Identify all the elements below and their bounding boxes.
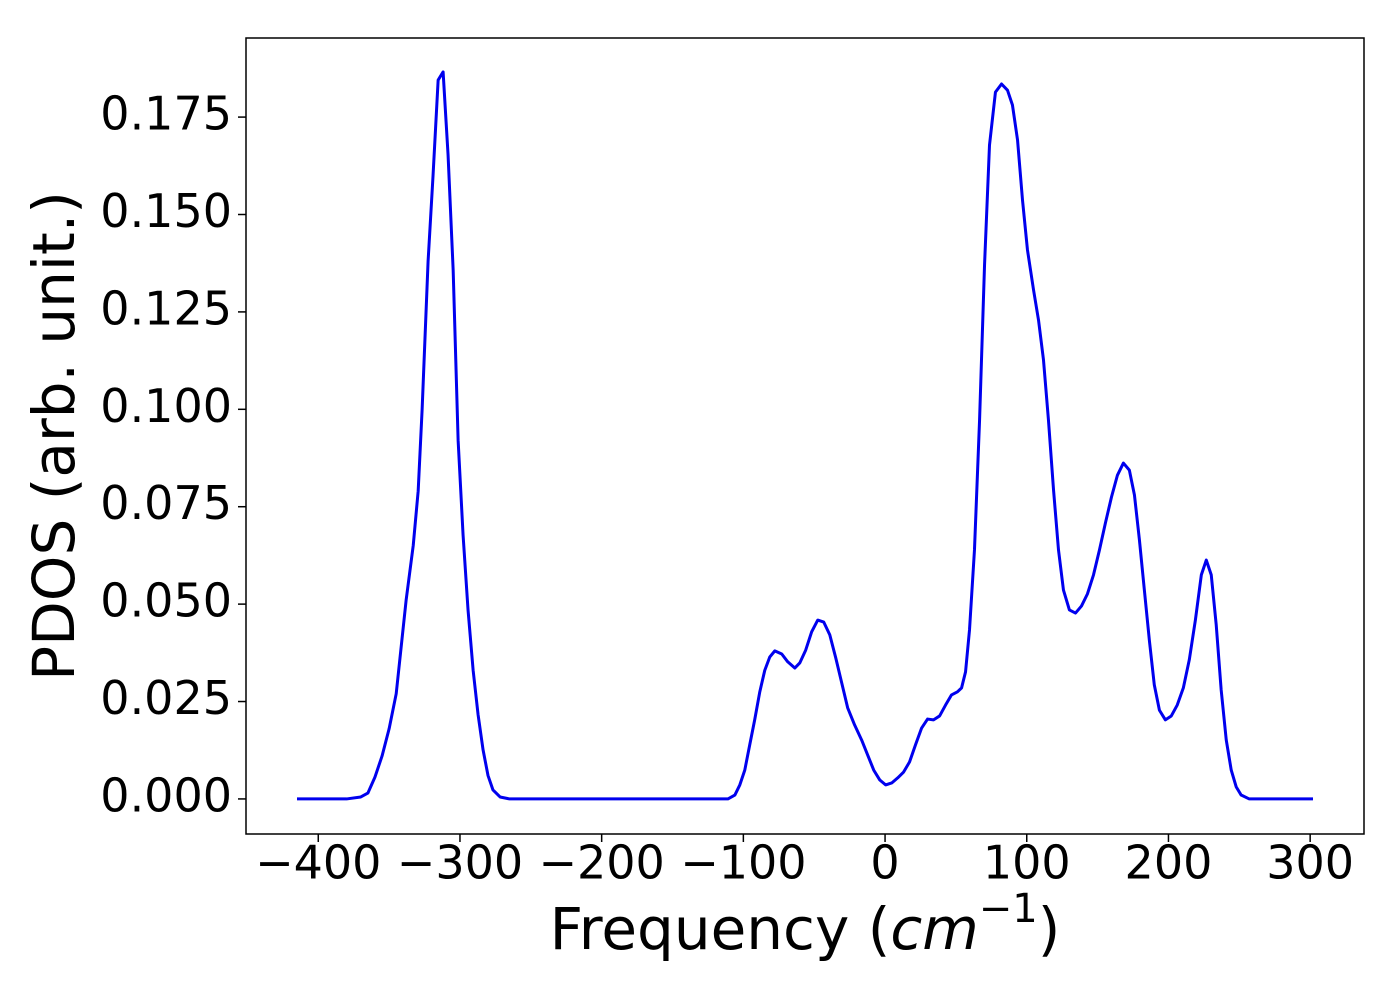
- y-tick-label: 0.050: [100, 574, 232, 628]
- y-tick-label: 0.100: [100, 379, 232, 433]
- x-tick-label: −400: [255, 836, 381, 890]
- x-label-sup: −1: [979, 886, 1038, 932]
- x-label-text: Frequency (: [550, 895, 891, 963]
- y-tick-label: 0.150: [100, 184, 232, 238]
- y-axis-label: PDOS (arb. unit.): [20, 191, 88, 681]
- x-label-math: cm: [890, 895, 978, 963]
- x-axis-label: Frequency (cm−1): [550, 886, 1061, 963]
- x-tick-label: 100: [983, 836, 1071, 890]
- x-label-close: ): [1038, 895, 1061, 963]
- y-tick-label: 0.025: [100, 671, 232, 725]
- x-tick-label: 200: [1125, 836, 1213, 890]
- x-tick-label: 0: [870, 836, 899, 890]
- data-line: [297, 70, 1313, 801]
- y-tick-label: 0.075: [100, 476, 232, 530]
- y-tick-label: 0.000: [100, 768, 232, 822]
- plot-frame: [245, 37, 1365, 835]
- x-tick-label: 300: [1266, 836, 1354, 890]
- x-tick-label: −200: [538, 836, 664, 890]
- y-tick-label: 0.125: [100, 281, 232, 335]
- x-tick-label: −300: [397, 836, 523, 890]
- x-tick-label: −100: [680, 836, 806, 890]
- y-tick-label: 0.175: [100, 87, 232, 141]
